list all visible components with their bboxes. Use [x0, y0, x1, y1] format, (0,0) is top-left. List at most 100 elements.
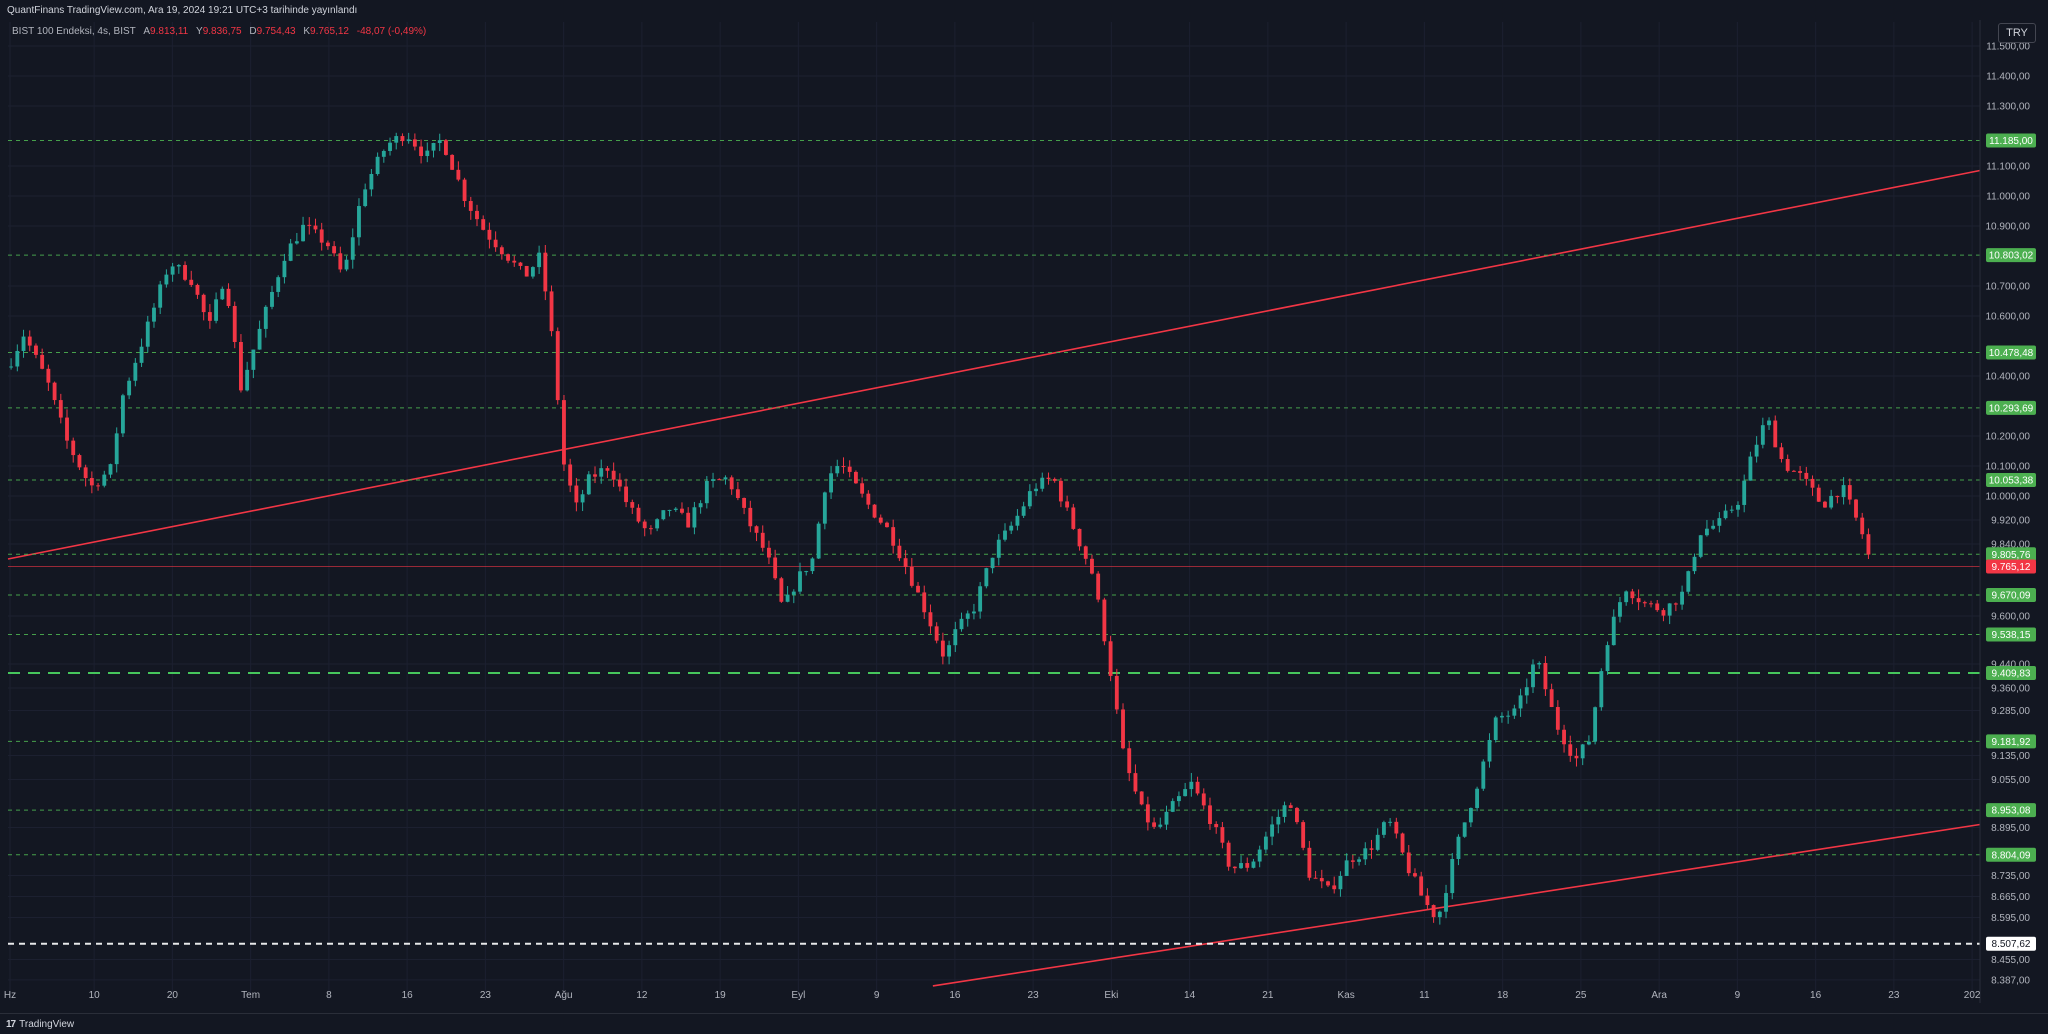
candle-body — [959, 618, 964, 630]
symbol-name[interactable]: BIST 100 Endeksi, 4s, BIST — [12, 26, 136, 37]
candle-body — [1500, 715, 1504, 718]
candle-body — [1375, 834, 1380, 850]
candle-body — [468, 201, 473, 211]
candle-body — [493, 239, 498, 248]
candle-body — [1574, 755, 1579, 759]
candle-body — [1164, 811, 1169, 825]
candlestick-series — [9, 132, 1871, 925]
support-resistance-levels[interactable] — [8, 140, 1980, 945]
candle-body — [711, 479, 715, 481]
level-tag-label: 10.478,48 — [1989, 348, 2034, 359]
candle-body — [1785, 459, 1790, 471]
candle-body — [1605, 645, 1610, 672]
price-tick-label: 9.440,00 — [1991, 660, 2030, 671]
candle-body — [1201, 793, 1206, 806]
candle-body — [1754, 444, 1759, 457]
time-tick-label: Ağu — [555, 990, 573, 1001]
trendline[interactable] — [7, 169, 1981, 560]
brand-name: TradingView — [19, 1019, 75, 1030]
candle-body — [363, 189, 368, 207]
candle-body — [990, 557, 995, 569]
candle-body — [1270, 824, 1275, 837]
trendline[interactable] — [932, 823, 1981, 987]
level-tag-label: 8.804,09 — [1992, 850, 2031, 861]
price-tick-label: 10.200,00 — [1986, 432, 2031, 443]
price-tick-label: 8.455,00 — [1991, 955, 2030, 966]
price-level-tags: 11.185,00 10.803,02 10.478,48 10.293,69 10.0… — [1986, 133, 2036, 951]
candle-body — [139, 346, 144, 363]
candle-body — [1618, 602, 1622, 617]
candle-body — [1363, 848, 1368, 860]
candle-body — [152, 307, 156, 322]
candle-body — [916, 585, 920, 593]
candle-body — [829, 473, 833, 493]
candle-body — [1860, 517, 1865, 535]
time-tick-label: 10 — [89, 990, 101, 1001]
price-axis[interactable]: 11.500,00 11.400,00 11.300,00 11.100,00 11.0… — [1986, 42, 2031, 987]
candle-body — [183, 265, 187, 280]
candle-body — [568, 464, 573, 486]
candle-body — [1425, 895, 1430, 906]
tradingview-brand[interactable]: 17 TradingView — [6, 1019, 74, 1030]
candle-body — [58, 400, 63, 418]
price-tick-label: 11.500,00 — [1986, 42, 2030, 53]
candle-body — [276, 277, 281, 292]
time-tick-label: 23 — [1028, 990, 1040, 1001]
candle-body — [1456, 836, 1461, 860]
level-tag-label: 8.507,62 — [1992, 939, 2031, 950]
currency-button[interactable]: TRY — [1998, 23, 2036, 43]
candle-body — [9, 366, 14, 368]
time-tick-label: 18 — [1497, 990, 1509, 1001]
candle-body — [1841, 485, 1846, 498]
candle-body — [1711, 525, 1716, 529]
candle-body — [1630, 591, 1635, 599]
level-tag-label: 9.670,09 — [1992, 590, 2031, 601]
price-tick-label: 9.285,00 — [1991, 706, 2030, 717]
candle-body — [214, 299, 219, 321]
candle-body — [773, 557, 778, 579]
candle-body — [1586, 741, 1591, 745]
low-label: D — [249, 26, 257, 37]
candle-body — [1027, 491, 1032, 507]
low-value: 9.754,43 — [256, 26, 296, 37]
candle-body — [1661, 610, 1666, 616]
candle-body — [338, 253, 343, 270]
candle-body — [34, 345, 38, 355]
candle-body — [1729, 509, 1734, 511]
candle-body — [294, 241, 299, 244]
price-tick-label: 9.840,00 — [1991, 540, 2030, 551]
level-tag-label: 9.538,15 — [1992, 630, 2031, 641]
candle-body — [530, 267, 535, 277]
candle-body — [307, 224, 312, 226]
candle-body — [1829, 495, 1834, 508]
candle-body — [127, 380, 132, 396]
price-tick-label: 9.920,00 — [1991, 516, 2030, 527]
candle-body — [282, 260, 287, 278]
candle-body — [804, 571, 809, 573]
candle-body — [450, 154, 455, 170]
time-axis[interactable]: Hz 10 20 Tem 8 16 23 Ağu 12 19 Eyl 9 16 23 Eki 14 21 Kas 1… — [4, 990, 1981, 1001]
time-tick-label: 9 — [874, 990, 880, 1001]
symbol-legend[interactable]: BIST 100 Endeksi, 4s, BIST A9.813,11 Y9.… — [12, 26, 426, 37]
candle-body — [381, 150, 386, 157]
candle-body — [847, 466, 852, 472]
candle-body — [1369, 848, 1374, 850]
time-tick-label: 12 — [636, 990, 648, 1001]
candle-body — [1549, 689, 1554, 708]
price-tick-label: 9.055,00 — [1991, 775, 2030, 786]
candle-body — [680, 508, 684, 513]
candle-body — [270, 291, 274, 307]
candle-body — [1673, 603, 1678, 605]
candle-body — [394, 136, 399, 143]
candle-body — [114, 433, 119, 465]
candle-body — [444, 140, 448, 155]
time-tick-label: Ara — [1651, 990, 1667, 1001]
candle-body — [1680, 591, 1685, 605]
trendlines[interactable] — [7, 169, 1981, 987]
time-tick-label: Eki — [1104, 990, 1118, 1001]
candle-body — [1804, 472, 1809, 479]
candle-body — [170, 266, 175, 275]
time-tick-label: 16 — [949, 990, 961, 1001]
time-tick-label: Hz — [4, 990, 16, 1001]
